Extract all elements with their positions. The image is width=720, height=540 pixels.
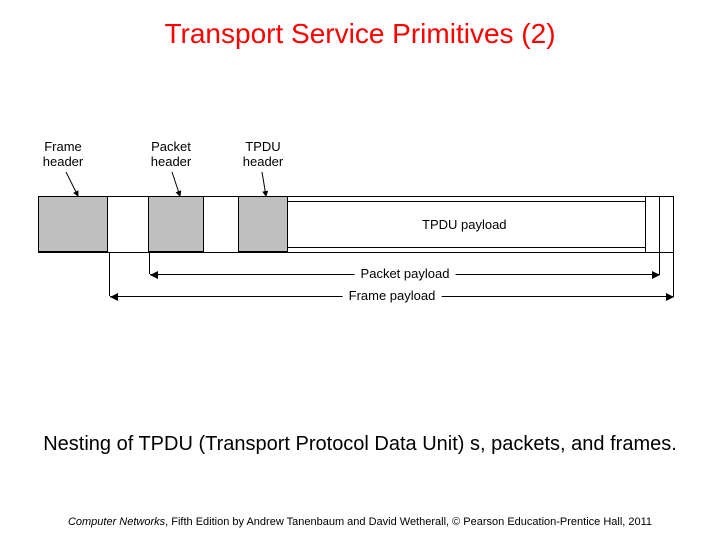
frame-payload-label: Frame payload: [343, 288, 442, 303]
tpdu-payload-label: TPDU payload: [418, 217, 511, 232]
tpdu-nesting-diagram: Frameheader Packetheader TPDUheader TPDU…: [38, 140, 678, 330]
tpdu-right-border: [645, 196, 646, 252]
copyright-footer: Computer Networks, Fifth Edition by Andr…: [0, 516, 720, 528]
footer-book-title: Computer Networks: [68, 516, 165, 528]
packet-header-label: Packetheader: [144, 140, 198, 170]
packet-header-box: [148, 196, 204, 252]
frame-left-tick: [109, 252, 110, 296]
packet-left-sep: [148, 196, 149, 252]
frame-right-border: [673, 196, 674, 252]
tpdu-bottom-line: [288, 247, 646, 248]
page-title: Transport Service Primitives (2): [0, 0, 720, 50]
frame-payload-range: Frame payload: [110, 296, 674, 297]
tpdu-left-sep: [238, 196, 239, 252]
frame-bottom-border: [38, 252, 674, 253]
packet-payload-label: Packet payload: [355, 266, 456, 281]
frame-header-box: [38, 196, 108, 252]
frame-right-tick: [673, 252, 674, 296]
frame-top-border: [38, 196, 674, 197]
frame-header-label: Frameheader: [36, 140, 90, 170]
packet-right-tick: [659, 252, 660, 274]
tpdu-header-label: TPDUheader: [236, 140, 290, 170]
figure-caption: Nesting of TPDU (Transport Protocol Data…: [0, 432, 720, 457]
packet-payload-range: Packet payload: [150, 274, 660, 275]
packet-left-tick: [149, 252, 150, 274]
tpdu-top-line: [288, 201, 646, 202]
footer-rest: , Fifth Edition by Andrew Tanenbaum and …: [165, 516, 652, 528]
tpdu-header-box: [238, 196, 288, 252]
packet-right-border: [659, 196, 660, 252]
